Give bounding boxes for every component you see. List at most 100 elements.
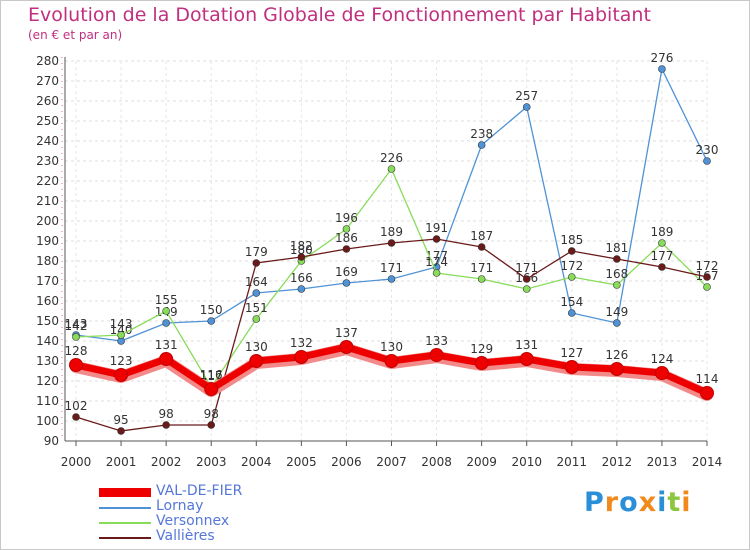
data-point [522,103,531,111]
legend-swatch [99,522,151,524]
data-point [207,421,216,429]
data-point [387,165,396,173]
data-point [658,239,666,247]
data-point [564,360,579,374]
legend-label: Vallières [156,528,215,544]
data-point [342,225,351,233]
legend-swatch [99,488,151,497]
y-tick-label: 260 [36,94,59,108]
data-point [384,354,399,368]
data-label: 226 [380,151,403,165]
data-point [294,350,309,364]
data-label: 137 [335,326,358,340]
y-tick-label: 150 [36,314,59,328]
data-point [522,285,531,293]
x-tick-label: 2007 [376,455,407,469]
data-label: 142 [65,319,88,333]
data-point [162,307,170,315]
data-point [703,157,711,165]
data-point [477,275,486,283]
data-point [654,366,669,380]
data-point [342,279,351,287]
data-point [252,289,261,297]
y-tick-label: 100 [36,414,59,428]
data-label: 130 [380,340,403,354]
data-label: 171 [380,261,403,275]
data-label: 186 [335,231,358,245]
y-tick-label: 170 [36,274,59,288]
data-point [519,352,534,366]
x-tick-label: 2012 [602,455,633,469]
data-label: 179 [245,245,268,259]
data-point [204,382,219,396]
data-label: 95 [113,413,128,427]
logo-letter: r [604,487,620,518]
data-label: 116 [200,368,223,382]
data-point [207,317,216,325]
data-point [387,239,396,247]
data-label: 151 [245,301,268,315]
x-tick-label: 2004 [241,455,272,469]
data-label: 187 [470,229,493,243]
data-label: 123 [110,354,133,368]
data-point [477,141,486,149]
chart-subtitle: (en € et par an) [28,28,123,42]
legend-swatch [99,507,151,509]
y-tick-label: 120 [36,374,59,388]
x-tick-label: 2003 [196,455,227,469]
y-tick-label: 220 [36,174,59,188]
data-point [252,259,261,267]
data-point [297,253,306,261]
data-point [162,319,170,327]
y-tick-label: 180 [36,254,59,268]
data-label: 238 [470,127,493,141]
data-point [297,285,306,293]
x-tick-label: 2008 [421,455,452,469]
x-tick-label: 2006 [331,455,362,469]
data-label: 155 [155,293,178,307]
data-label: 102 [65,399,88,413]
data-point [342,245,351,253]
data-point [567,273,576,281]
data-label: 276 [650,51,673,65]
x-tick-label: 2010 [511,455,542,469]
data-label: 127 [560,346,583,360]
data-label: 189 [650,225,673,239]
data-label: 143 [110,317,133,331]
data-label: 171 [470,261,493,275]
data-point [700,386,714,400]
data-label: 129 [470,342,493,356]
data-point [339,340,354,354]
data-label: 126 [605,348,628,362]
data-point [703,273,711,281]
data-label: 185 [560,233,583,247]
legend-swatch [99,537,151,539]
data-label: 133 [425,334,448,348]
data-label: 180 [290,243,313,257]
x-tick-label: 2009 [466,455,497,469]
y-tick-label: 250 [36,114,59,128]
proxiti-logo: Proxiti [584,487,692,518]
x-tick-label: 2002 [151,455,182,469]
y-tick-label: 270 [36,74,59,88]
y-tick-label: 90 [44,434,59,448]
data-label: 143 [65,317,88,331]
data-label: 164 [245,275,268,289]
data-point [114,368,129,382]
data-label: 98 [159,407,174,421]
logo-letter: i [681,487,692,518]
data-label: 124 [650,352,673,366]
data-point [613,255,621,263]
data-point [69,358,83,372]
x-tick-label: 2014 [692,455,723,469]
data-label: 191 [425,221,448,235]
y-tick-label: 230 [36,154,59,168]
y-tick-label: 280 [36,54,59,68]
data-point [658,263,666,271]
data-label: 230 [696,143,719,157]
y-tick-label: 240 [36,134,59,148]
y-tick-label: 190 [36,234,59,248]
y-tick-label: 160 [36,294,59,308]
